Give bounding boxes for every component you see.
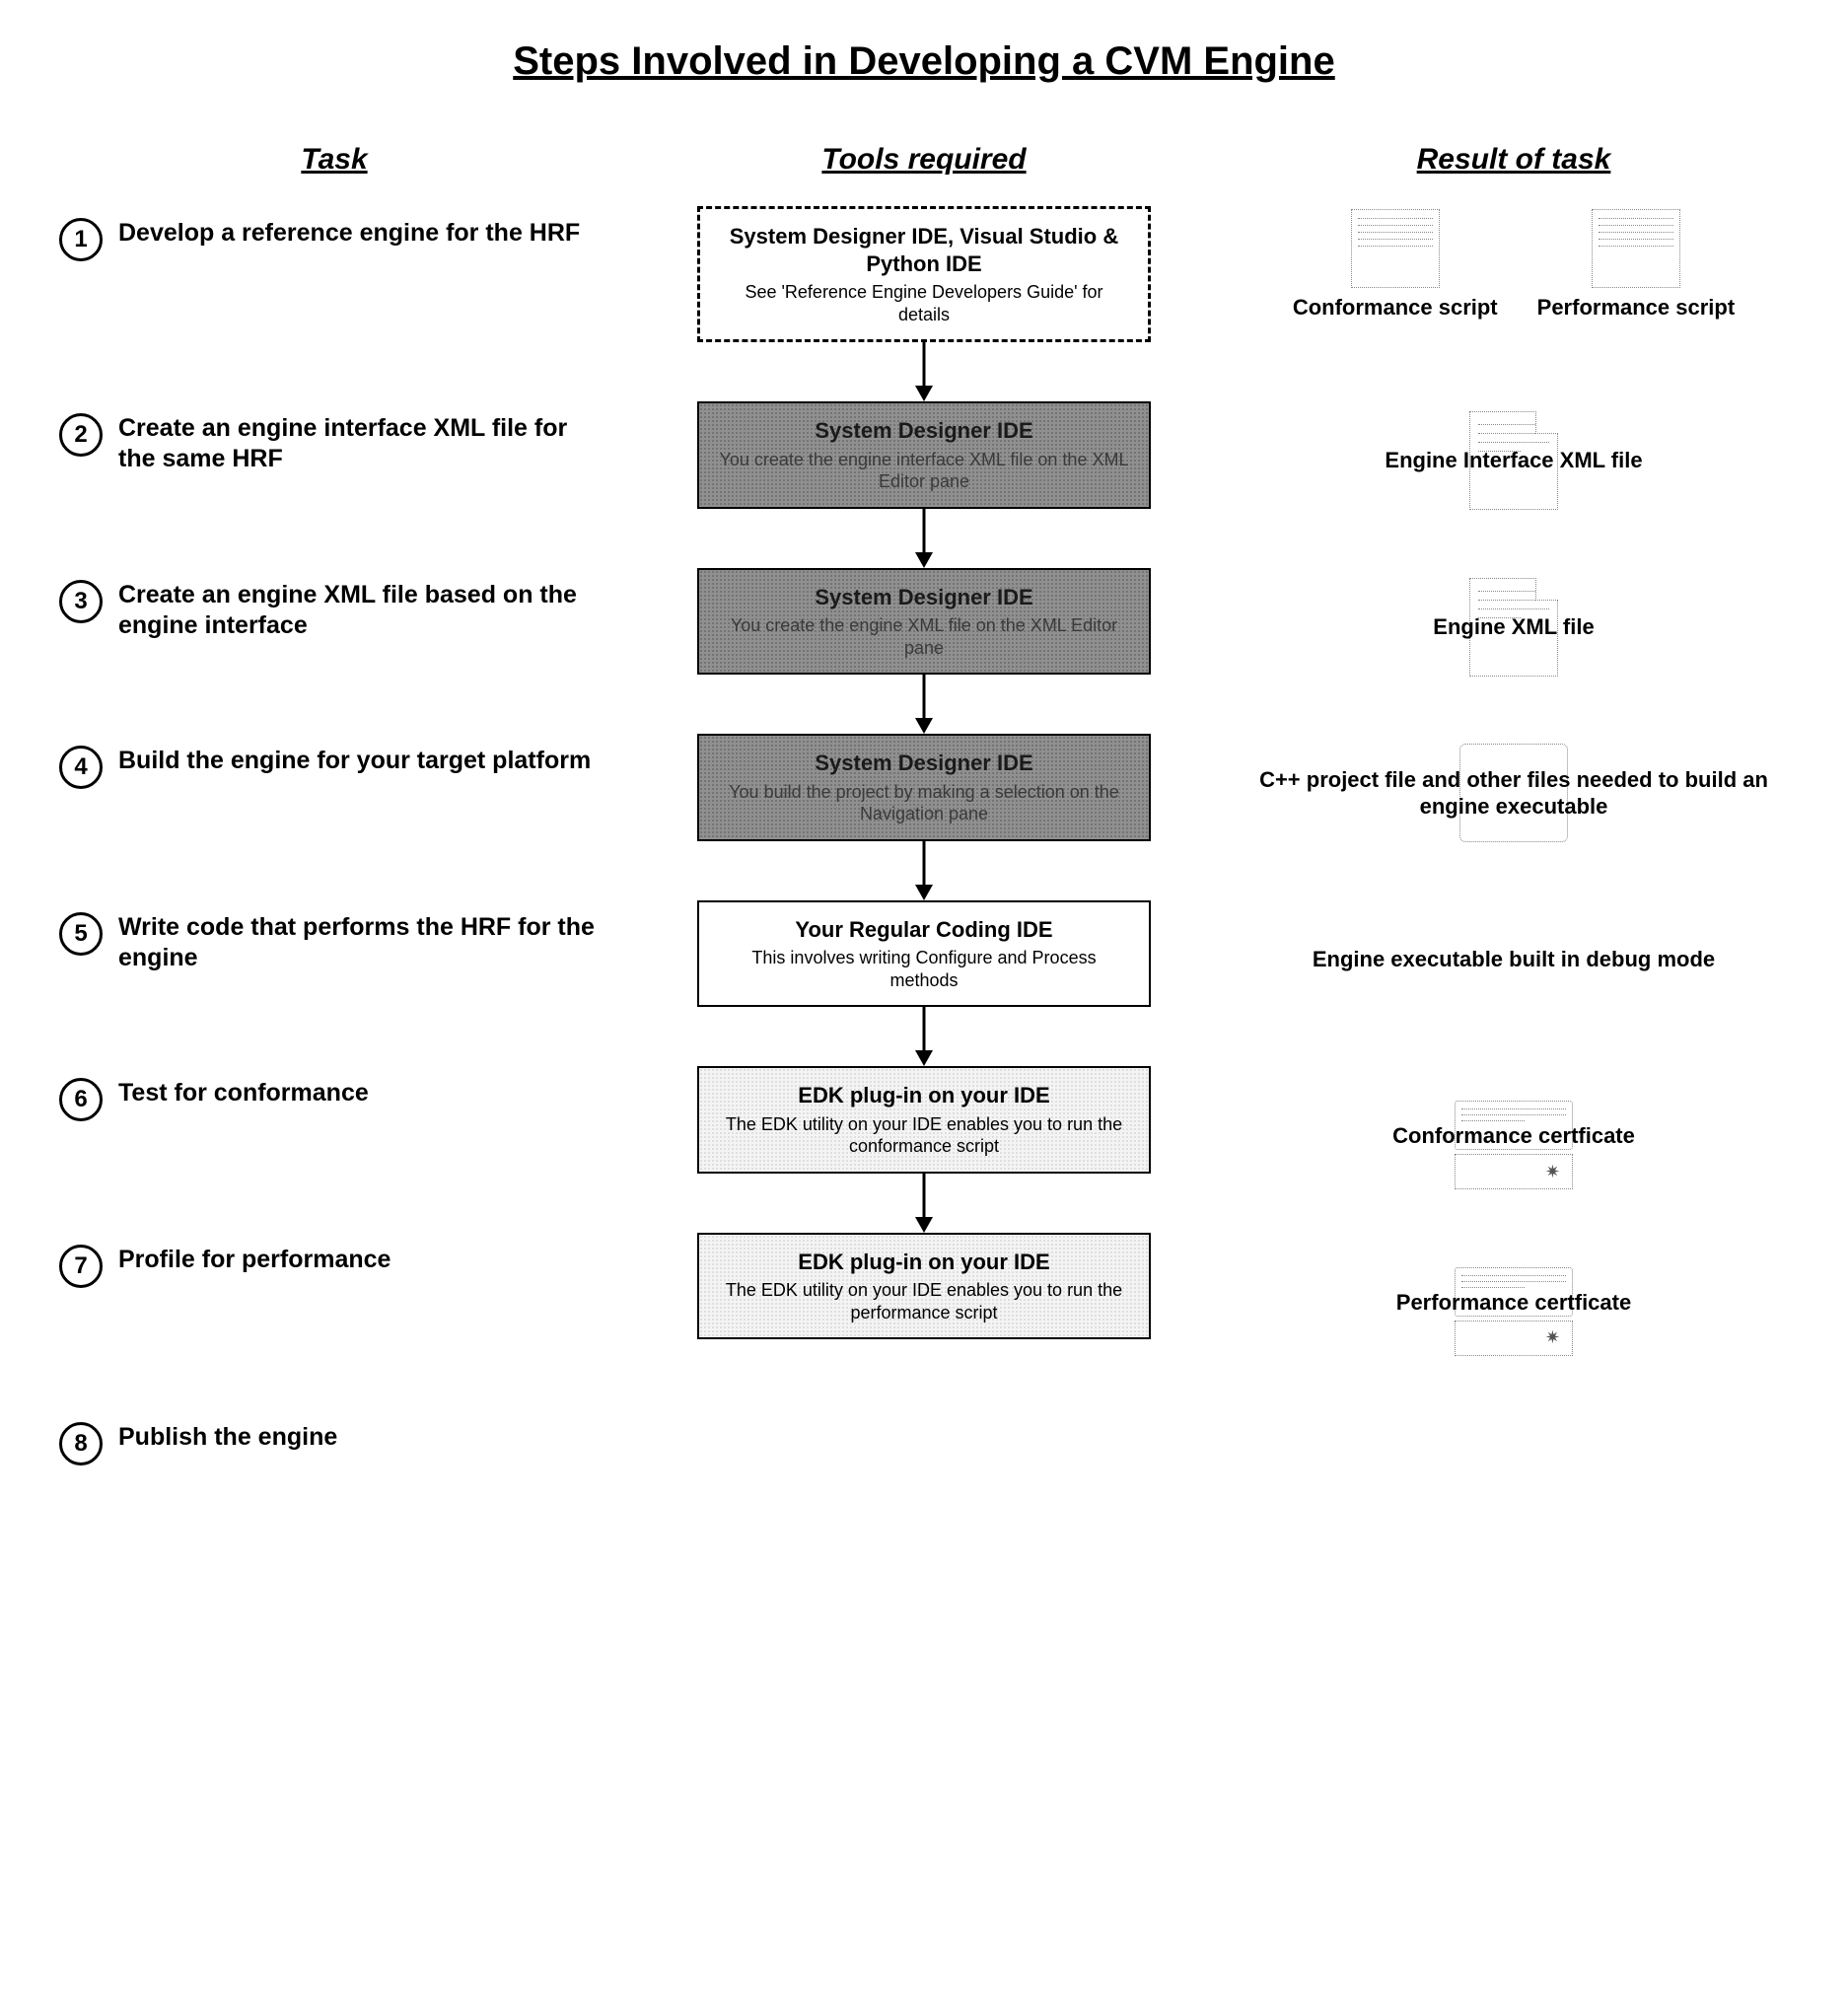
step-number: 4 (59, 746, 103, 789)
step-number: 3 (59, 580, 103, 623)
arrow-down-icon (649, 675, 1199, 734)
step-number: 2 (59, 413, 103, 457)
task-text: Profile for performance (118, 1245, 391, 1275)
script-icon (1351, 209, 1440, 288)
task-text: Build the engine for your target platfor… (118, 746, 591, 776)
result-cell: Engine Interface XML file (1239, 401, 1789, 520)
result-label: Performance certficate (1396, 1289, 1631, 1317)
page-title: Steps Involved in Developing a CVM Engin… (59, 39, 1789, 84)
step-row: 2 Create an engine interface XML file fo… (59, 401, 1789, 568)
result-cell: ✷Performance certficate (1239, 1233, 1789, 1351)
task-cell: 1 Develop a reference engine for the HRF (59, 206, 609, 261)
task-text: Test for conformance (118, 1078, 369, 1108)
step-number: 8 (59, 1422, 103, 1465)
result-label: Engine Interface XML file (1385, 447, 1642, 474)
steps-container: 1 Develop a reference engine for the HRF… (59, 206, 1789, 1529)
arrow-down-icon (649, 1174, 1199, 1233)
task-cell: 3 Create an engine XML file based on the… (59, 568, 609, 642)
tool-cell: System Designer IDE You build the projec… (649, 734, 1199, 900)
step-row: 1 Develop a reference engine for the HRF… (59, 206, 1789, 401)
step-row: 6 Test for conformance EDK plug-in on yo… (59, 1066, 1789, 1233)
step-number: 7 (59, 1245, 103, 1288)
tool-subtitle: This involves writing Configure and Proc… (717, 947, 1131, 991)
header-tools: Tools required (649, 143, 1199, 177)
arrow-down-icon (649, 841, 1199, 900)
step-row: 8 Publish the engine (59, 1410, 1789, 1529)
tool-subtitle: You create the engine XML file on the XM… (717, 614, 1131, 659)
tool-box: System Designer IDE You create the engin… (697, 401, 1151, 509)
step-number: 6 (59, 1078, 103, 1121)
result-label: Engine XML file (1433, 613, 1594, 641)
task-text: Write code that performs the HRF for the… (118, 912, 609, 974)
task-cell: 6 Test for conformance (59, 1066, 609, 1121)
result-cell: ✷Conformance certficate (1239, 1066, 1789, 1184)
step-row: 7 Profile for performance EDK plug-in on… (59, 1233, 1789, 1351)
header-result: Result of task (1239, 143, 1789, 177)
tool-title: EDK plug-in on your IDE (717, 1249, 1131, 1276)
task-cell: 2 Create an engine interface XML file fo… (59, 401, 609, 475)
tool-cell: EDK plug-in on your IDE The EDK utility … (649, 1233, 1199, 1340)
result-cell: Engine executable built in debug mode (1239, 900, 1789, 1019)
result-cell: Conformance script Performance script (1239, 206, 1789, 324)
script-icon (1592, 209, 1680, 288)
tool-cell: System Designer IDE You create the engin… (649, 401, 1199, 568)
tool-title: System Designer IDE (717, 584, 1131, 611)
step-row: 4 Build the engine for your target platf… (59, 734, 1789, 900)
tool-title: System Designer IDE (717, 417, 1131, 445)
header-task: Task (59, 143, 609, 177)
tool-title: EDK plug-in on your IDE (717, 1082, 1131, 1109)
task-cell: 8 Publish the engine (59, 1410, 609, 1465)
result-cell: Engine XML file (1239, 568, 1789, 686)
column-headers: Task Tools required Result of task (59, 143, 1789, 206)
tool-subtitle: You build the project by making a select… (717, 781, 1131, 825)
result-label: Engine executable built in debug mode (1313, 946, 1715, 973)
task-text: Create an engine XML file based on the e… (118, 580, 609, 642)
arrow-down-icon (649, 342, 1199, 401)
task-text: Publish the engine (118, 1422, 337, 1453)
result-label: Conformance certficate (1392, 1122, 1635, 1150)
result-label: C++ project file and other files needed … (1239, 766, 1789, 821)
step-number: 1 (59, 218, 103, 261)
tool-title: Your Regular Coding IDE (717, 916, 1131, 944)
tool-box: System Designer IDE You create the engin… (697, 568, 1151, 676)
tool-subtitle: See 'Reference Engine Developers Guide' … (718, 281, 1130, 325)
step-row: 5 Write code that performs the HRF for t… (59, 900, 1789, 1067)
task-cell: 5 Write code that performs the HRF for t… (59, 900, 609, 974)
task-text: Create an engine interface XML file for … (118, 413, 609, 475)
tool-cell: EDK plug-in on your IDE The EDK utility … (649, 1066, 1199, 1233)
tool-subtitle: You create the engine interface XML file… (717, 449, 1131, 493)
tool-cell: System Designer IDE You create the engin… (649, 568, 1199, 735)
tool-subtitle: The EDK utility on your IDE enables you … (717, 1279, 1131, 1323)
arrow-down-icon (649, 1007, 1199, 1066)
step-number: 5 (59, 912, 103, 956)
tool-box: EDK plug-in on your IDE The EDK utility … (697, 1066, 1151, 1174)
tool-subtitle: The EDK utility on your IDE enables you … (717, 1113, 1131, 1158)
tool-title: System Designer IDE (717, 750, 1131, 777)
task-text: Develop a reference engine for the HRF (118, 218, 580, 249)
tool-box: System Designer IDE You build the projec… (697, 734, 1151, 841)
tool-cell: System Designer IDE, Visual Studio & Pyt… (649, 206, 1199, 401)
tool-cell: Your Regular Coding IDE This involves wr… (649, 900, 1199, 1067)
tool-box: System Designer IDE, Visual Studio & Pyt… (697, 206, 1151, 342)
tool-title: System Designer IDE, Visual Studio & Pyt… (718, 223, 1130, 277)
step-row: 3 Create an engine XML file based on the… (59, 568, 1789, 735)
task-cell: 4 Build the engine for your target platf… (59, 734, 609, 789)
result-cell (1239, 1410, 1789, 1529)
tool-box: EDK plug-in on your IDE The EDK utility … (697, 1233, 1151, 1340)
result-label: Performance script (1537, 294, 1736, 322)
tool-box: Your Regular Coding IDE This involves wr… (697, 900, 1151, 1008)
result-cell: C++ project file and other files needed … (1239, 734, 1789, 852)
task-cell: 7 Profile for performance (59, 1233, 609, 1288)
result-label: Conformance script (1293, 294, 1498, 322)
arrow-down-icon (649, 509, 1199, 568)
